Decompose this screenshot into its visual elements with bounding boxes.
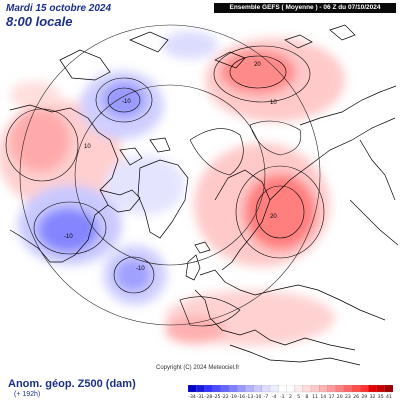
- colorbar-swatch: [196, 385, 205, 393]
- colorbar-swatch: [286, 385, 295, 393]
- anomaly-labels: -10 20 10 10 20 -10 -10: [64, 62, 277, 272]
- colorbar-swatch: [376, 385, 386, 393]
- colorbar-tick-label: 11: [312, 394, 318, 399]
- model-run-banner: Ensemble GEFS ( Moyenne ) - 06 Z du 07/1…: [214, 3, 396, 13]
- colorbar-tick-label: 8: [305, 394, 308, 399]
- colorbar-swatch: [212, 385, 222, 393]
- colorbar-tick-label: -28: [205, 394, 213, 399]
- colorbar-tick-label: 29: [361, 394, 367, 399]
- colorbar-tick-label: -22: [221, 394, 229, 399]
- colorbar-tick-label: -19: [229, 394, 237, 399]
- colorbar-swatch: [228, 385, 238, 393]
- coastlines: [9, 24, 399, 366]
- colorbar-swatch: [343, 385, 353, 393]
- colorbar-swatch: [368, 385, 377, 393]
- colorbar-tick-label: 20: [337, 394, 343, 399]
- anomaly-shading: [0, 31, 345, 346]
- colorbar-tick-label: 5: [297, 394, 300, 399]
- colorbar-tick-label: -16: [238, 394, 246, 399]
- colorbar-swatch: [319, 385, 328, 393]
- colorbar-tick-label: 26: [353, 394, 359, 399]
- colorbar-swatch: [204, 385, 213, 393]
- colorbar-tick-label: -4: [272, 394, 277, 399]
- colorbar-tick-label: -13: [246, 394, 254, 399]
- label-20-siberia-high: 20: [254, 62, 261, 68]
- colorbar-swatch: [384, 385, 393, 393]
- label-10-atlantic-low: -10: [136, 266, 145, 272]
- colorbar-swatch: [245, 385, 254, 393]
- colorbar-swatch: [237, 385, 246, 393]
- forecast-time: 8:00 locale: [6, 14, 73, 29]
- label-20-scandinavia-high: 20: [270, 214, 277, 220]
- lead-time: (+ 192h): [14, 391, 41, 398]
- colorbar-swatch: [294, 385, 304, 393]
- colorbar-swatch: [278, 385, 287, 393]
- colorbar-tick-label: 14: [320, 394, 326, 399]
- colorbar-legend: -34 -31 -28 -25 -22 -19 -16 -13 -10 -7 -4 -1 2 5 8 11 14…: [188, 385, 393, 399]
- colorbar-swatch: [335, 385, 345, 393]
- label-10-canada-high: 10: [84, 144, 91, 150]
- colorbar-swatch: [269, 385, 279, 393]
- colorbar-swatch: [302, 385, 312, 393]
- colorbar-swatch: [351, 385, 361, 393]
- label-10-siberia-inner: 10: [270, 100, 277, 106]
- label-10-north-america-low: -10: [122, 99, 131, 105]
- colorbar-tick-label: 41: [386, 394, 392, 399]
- colorbar-tick-label: -34: [188, 394, 196, 399]
- colorbar-swatch: [188, 385, 197, 393]
- colorbar-tick-label: -7: [264, 394, 269, 399]
- colorbar-swatch: [261, 385, 271, 393]
- colorbar-swatch: [327, 385, 336, 393]
- latitude-circles: [19, 24, 321, 326]
- copyright-notice: Copyright (C) 2024 Meteociel.fr: [156, 365, 240, 371]
- forecast-date: Mardi 15 octobre 2024: [6, 3, 112, 14]
- colorbar-swatch: [360, 385, 369, 393]
- colorbar-tick-label: -1: [280, 394, 285, 399]
- colorbar-swatch: [220, 385, 230, 393]
- colorbar-tick-label: 35: [378, 394, 384, 399]
- colorbar-tick-label: 23: [345, 394, 351, 399]
- colorbar-tick-label: -31: [197, 394, 205, 399]
- anomaly-contours: [5, 45, 325, 327]
- colorbar-tick-label: -25: [213, 394, 221, 399]
- colorbar-tick-label: 17: [329, 394, 335, 399]
- colorbar-tick-label: -10: [254, 394, 262, 399]
- colorbar-tick-label: 32: [370, 394, 376, 399]
- map-variable-title: Anom. géop. Z500 (dam): [8, 378, 136, 390]
- label-10-pacific-low: -10: [64, 234, 73, 240]
- colorbar-tick-label: 2: [289, 394, 292, 399]
- colorbar-swatch: [253, 385, 263, 393]
- colorbar-swatch: [310, 385, 320, 393]
